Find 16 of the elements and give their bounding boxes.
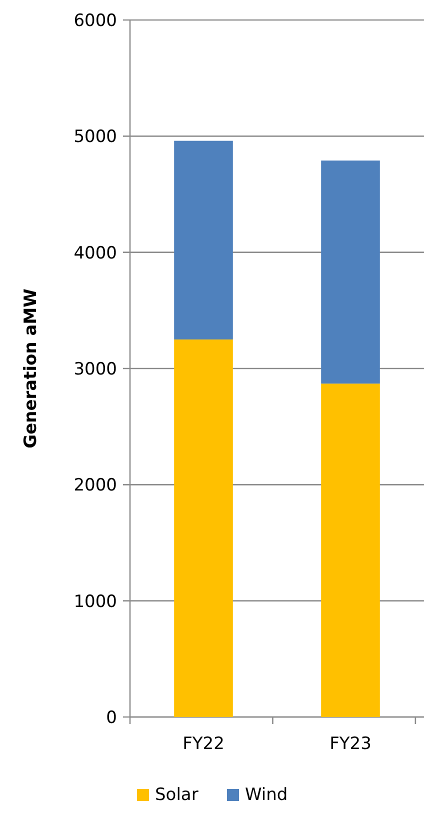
bar <box>321 160 380 384</box>
y-tick-label: 6000 <box>74 10 117 31</box>
y-tick-label: 3000 <box>74 359 117 380</box>
x-tick-label: FY23 <box>330 734 372 754</box>
y-tick-label: 5000 <box>74 127 117 148</box>
x-tick-label: FY22 <box>182 734 224 754</box>
bar <box>174 339 233 717</box>
bar <box>321 384 380 717</box>
y-tick-label: 1000 <box>74 592 117 612</box>
bar <box>174 140 233 340</box>
y-tick-label: 2000 <box>74 476 117 496</box>
y-tick-label: 4000 <box>74 243 117 264</box>
legend-label: Solar <box>155 785 198 805</box>
y-tick-label: 0 <box>106 708 117 728</box>
y-axis-title: Generation aMW <box>21 288 41 448</box>
legend-label: Wind <box>245 785 288 805</box>
